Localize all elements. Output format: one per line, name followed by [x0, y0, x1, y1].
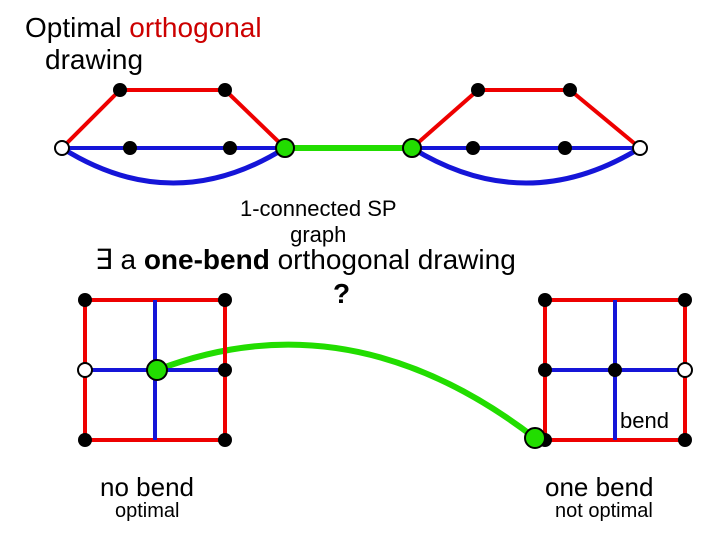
node-green	[147, 360, 167, 380]
node-black	[218, 363, 232, 377]
node-black	[471, 83, 485, 97]
top-left-red-left	[62, 90, 120, 148]
node-black	[218, 293, 232, 307]
top-right-red-left	[412, 90, 478, 148]
node-black	[113, 83, 127, 97]
left-sub-label: optimal	[115, 500, 179, 523]
caption-1connected: 1-connected SP graph	[240, 196, 397, 248]
node-black	[78, 433, 92, 447]
node-black	[218, 433, 232, 447]
question-mark: ?	[333, 278, 350, 310]
top-left-red-right	[225, 90, 285, 148]
right-main-label: one bend	[545, 472, 653, 503]
top-right-blue-arc	[412, 148, 640, 183]
q-prefix: ∃ a	[95, 244, 144, 275]
title-highlight: orthogonal	[129, 12, 261, 43]
node-black	[678, 293, 692, 307]
right-sub-label: not optimal	[555, 500, 653, 523]
node-open	[678, 363, 692, 377]
node-black	[78, 293, 92, 307]
node-green	[403, 139, 421, 157]
q-after: orthogonal drawing	[270, 244, 516, 275]
page-title: Optimal orthogonal drawing	[25, 12, 262, 76]
question-text: ∃ a one-bend orthogonal drawing	[95, 243, 516, 276]
top-left-blue-arc	[62, 148, 285, 183]
node-black	[538, 363, 552, 377]
left-main-label: no bend	[100, 472, 194, 503]
caption-line1: 1-connected SP	[240, 196, 397, 221]
node-open	[633, 141, 647, 155]
node-black	[558, 141, 572, 155]
top-right-red-right	[570, 90, 640, 148]
node-black	[218, 83, 232, 97]
node-green	[276, 139, 294, 157]
title-prefix: Optimal	[25, 12, 129, 43]
node-black	[608, 363, 622, 377]
node-black	[466, 141, 480, 155]
node-black	[123, 141, 137, 155]
title-line2: drawing	[45, 44, 143, 75]
q-bold: one-bend	[144, 244, 270, 275]
node-open	[55, 141, 69, 155]
node-black	[678, 433, 692, 447]
node-black	[538, 293, 552, 307]
node-green	[525, 428, 545, 448]
bend-label: bend	[620, 408, 669, 434]
bottom-green-arc	[157, 345, 535, 438]
node-black	[223, 141, 237, 155]
node-black	[563, 83, 577, 97]
node-open	[78, 363, 92, 377]
